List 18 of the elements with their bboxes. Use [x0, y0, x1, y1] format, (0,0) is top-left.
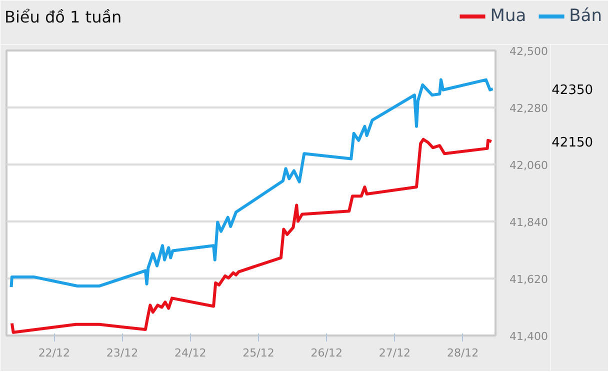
legend-label: Bán	[569, 6, 602, 26]
y-tick-label: 42,500	[510, 45, 548, 58]
y-tick-label: 42,060	[510, 159, 548, 172]
y-tick-label: 41,400	[510, 330, 548, 343]
text: 42150	[552, 135, 594, 150]
y-tick-label: 42,280	[510, 102, 548, 115]
legend-label: Mua	[490, 6, 526, 26]
x-tick-label: 24/12	[174, 346, 206, 360]
text: 42350	[552, 82, 594, 98]
y-tick-label: 41,620	[510, 273, 548, 286]
x-tick-label: 23/12	[106, 346, 138, 360]
x-tick-label: 22/12	[38, 346, 70, 360]
x-tick-label: 26/12	[310, 346, 342, 360]
x-tick-label: 25/12	[242, 346, 274, 360]
x-tick-label: 27/12	[378, 346, 411, 360]
chart-title: Biểu đồ 1 tuần	[4, 8, 122, 26]
y-tick-label: 41,840	[510, 216, 548, 229]
x-tick-label: 28/12	[446, 346, 479, 360]
